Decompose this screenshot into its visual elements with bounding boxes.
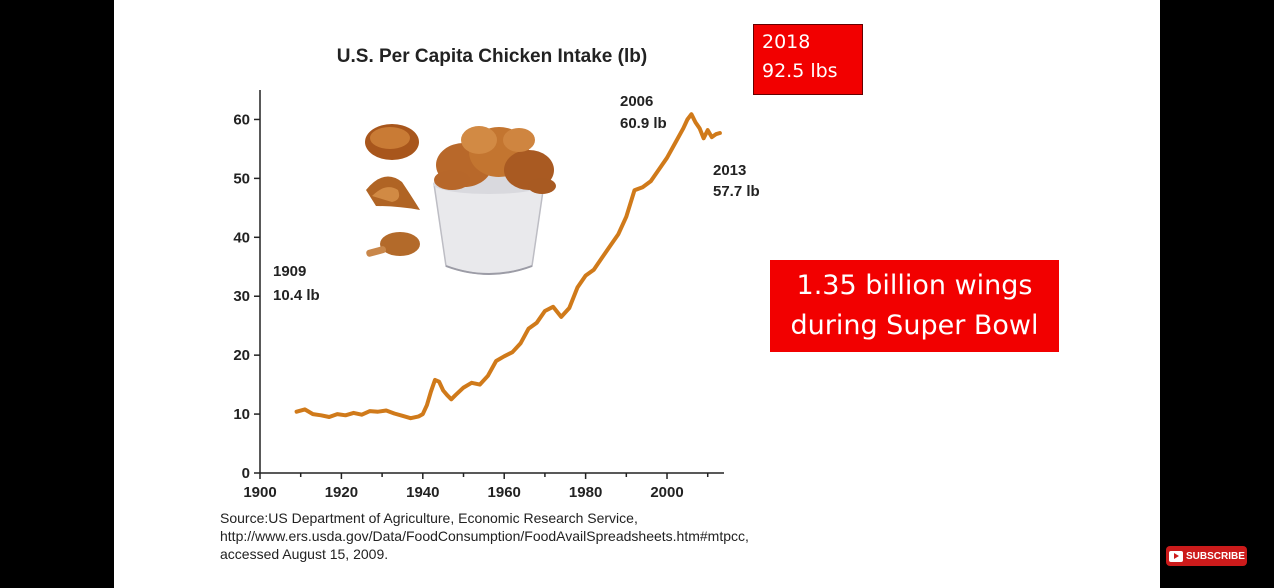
callout-wings: 1.35 billion wings during Super Bowl [770, 260, 1059, 352]
chicken-pieces-icon [365, 124, 420, 257]
x-tick-label: 1920 [325, 484, 358, 501]
y-tick-label: 40 [233, 229, 250, 246]
chicken-bucket-illustration [365, 124, 556, 275]
y-tick-label: 10 [233, 406, 250, 423]
x-tick-label: 1940 [406, 484, 439, 501]
subscribe-label: SUBSCRIBE [1186, 550, 1245, 562]
slide: U.S. Per Capita Chicken Intake (lb) [114, 0, 1160, 588]
chart-title: U.S. Per Capita Chicken Intake (lb) [337, 46, 647, 67]
chart: U.S. Per Capita Chicken Intake (lb) [233, 46, 760, 501]
x-tick-label: 2000 [650, 484, 683, 501]
source-line: Source:US Department of Agriculture, Eco… [220, 510, 638, 526]
source-line: http://www.ers.usda.gov/Data/FoodConsump… [220, 528, 749, 544]
callout-2018: 2018 92.5 lbs [753, 24, 863, 95]
y-tick-label: 20 [233, 347, 250, 364]
callout-2018-year: 2018 [762, 31, 811, 53]
annotation-1909-year: 1909 [273, 263, 306, 280]
annotation-2006-year: 2006 [620, 93, 653, 110]
annotation-2013-year: 2013 [713, 162, 746, 179]
bucket-icon [433, 126, 556, 275]
annotation-2013-value: 57.7 lb [713, 183, 760, 200]
y-tick-label: 30 [233, 288, 250, 305]
callout-wings-line2: during Super Bowl [790, 310, 1039, 341]
y-tick-label: 0 [242, 465, 250, 482]
y-tick-label: 60 [233, 111, 250, 128]
x-tick-label: 1960 [488, 484, 521, 501]
callout-2018-value: 92.5 lbs [762, 60, 838, 82]
source-citation: Source:US Department of Agriculture, Eco… [220, 509, 749, 563]
annotation-1909-value: 10.4 lb [273, 287, 320, 304]
x-tick-label: 1900 [243, 484, 276, 501]
callout-wings-line1: 1.35 billion wings [796, 270, 1033, 301]
source-line: accessed August 15, 2009. [220, 546, 389, 562]
x-tick-label: 1980 [569, 484, 602, 501]
subscribe-button[interactable]: SUBSCRIBE [1166, 546, 1247, 566]
youtube-play-icon [1169, 550, 1183, 562]
annotation-2006-value: 60.9 lb [620, 115, 667, 132]
chart-axes: 0 10 20 30 40 50 60 1900 1920 1940 1960 1980 2000 [233, 90, 724, 501]
series-layer [294, 112, 722, 421]
y-tick-label: 50 [233, 170, 250, 187]
series-line [294, 112, 722, 421]
